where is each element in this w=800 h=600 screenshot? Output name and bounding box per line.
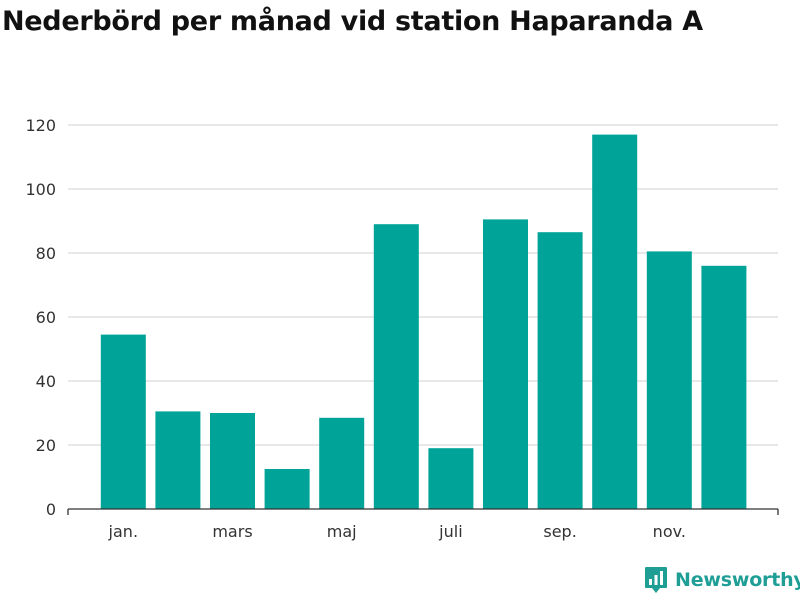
bar-juni bbox=[373, 224, 419, 509]
bar-aug. bbox=[483, 219, 528, 509]
bar-jan. bbox=[100, 334, 146, 509]
bar-feb. bbox=[155, 411, 201, 509]
y-tick-label: 100 bbox=[25, 180, 56, 199]
x-axis bbox=[67, 508, 779, 515]
bar-dec. bbox=[701, 265, 747, 509]
x-tick-label: juli bbox=[438, 522, 462, 541]
bars bbox=[100, 134, 747, 509]
x-tick-label: nov. bbox=[653, 522, 686, 541]
bar-sep. bbox=[537, 232, 583, 509]
chart-title: Nederbörd per månad vid station Haparand… bbox=[2, 6, 703, 37]
bar-mars bbox=[210, 413, 255, 509]
x-tick-label: maj bbox=[327, 522, 357, 541]
y-tick-label: 0 bbox=[46, 500, 56, 519]
bar-nov. bbox=[646, 251, 692, 509]
bar-juli bbox=[428, 448, 474, 509]
y-tick-label: 40 bbox=[36, 372, 56, 391]
bar-apr. bbox=[264, 469, 310, 509]
x-tick-label: sep. bbox=[543, 522, 576, 541]
y-tick-label: 20 bbox=[36, 436, 56, 455]
bar-okt. bbox=[592, 134, 638, 509]
x-tick-label: jan. bbox=[108, 522, 138, 541]
bar-maj bbox=[319, 417, 365, 509]
brand-name: Newsworthy bbox=[675, 569, 800, 591]
y-tick-labels: 0 20 40 60 80 100 120 bbox=[25, 116, 56, 519]
y-tick-label: 80 bbox=[36, 244, 56, 263]
newsworthy-brand: Newsworthy bbox=[644, 566, 800, 594]
x-tick-label: mars bbox=[212, 522, 252, 541]
y-tick-label: 60 bbox=[36, 308, 56, 327]
newsworthy-logo-icon bbox=[645, 567, 667, 593]
y-tick-label: 120 bbox=[25, 116, 56, 135]
x-tick-labels: jan. mars maj juli sep. nov. bbox=[108, 522, 686, 541]
